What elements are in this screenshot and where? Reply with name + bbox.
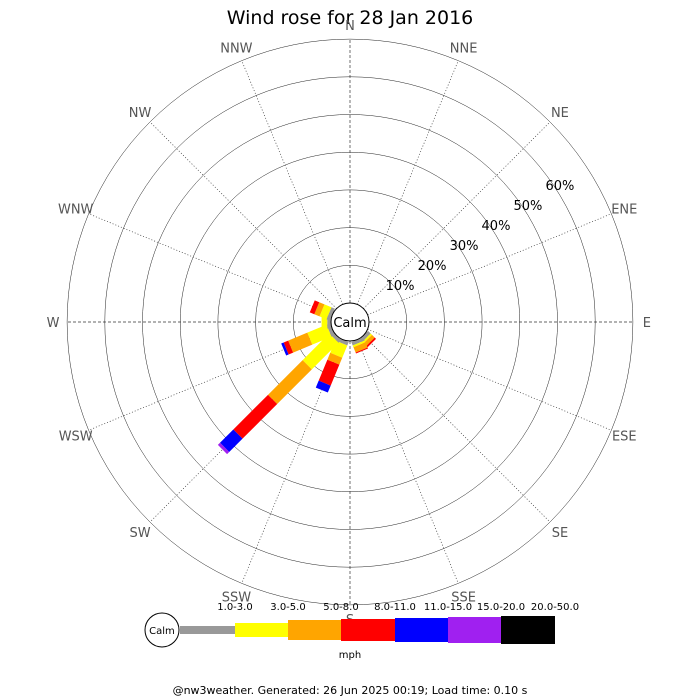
spoke-sw bbox=[149, 335, 337, 523]
legend-calm-label: Calm bbox=[149, 626, 175, 637]
legend-calm-circle bbox=[144, 612, 180, 648]
direction-label-wnw: WNW bbox=[58, 202, 94, 217]
radial-tick-30: 30% bbox=[450, 239, 479, 254]
spoke-wsw bbox=[88, 328, 333, 431]
chart-title: Wind rose for 28 Jan 2016 bbox=[227, 7, 474, 29]
grid-ring bbox=[66, 38, 634, 606]
bar-segment-sw-3-0-5-0 bbox=[302, 333, 339, 370]
spoke-sse bbox=[356, 339, 459, 584]
bar-segment-sse-5-0-8-0 bbox=[353, 342, 368, 353]
radial-tick-50: 50% bbox=[514, 199, 543, 214]
grid-ring bbox=[217, 189, 483, 455]
legend-label-8-0-11-0: 8.0-11.0 bbox=[374, 602, 416, 613]
spoke-wnw bbox=[88, 213, 333, 316]
spoke-ene bbox=[367, 213, 612, 316]
legend-label-11-0-15-0: 11.0-15.0 bbox=[424, 602, 472, 613]
legend-swatch-8-0-11-0 bbox=[341, 619, 395, 641]
legend-label-15-0-20-0: 15.0-20.0 bbox=[477, 602, 525, 613]
polar-grid: NNNENEENEEESESESSESSSWSWWSWWWNWNWNNW bbox=[47, 19, 651, 628]
bar-segment-wsw-11-0-15-0 bbox=[281, 342, 289, 356]
direction-label-wsw: WSW bbox=[59, 430, 93, 445]
bar-segment-wsw-3-0-5-0 bbox=[307, 324, 332, 345]
legend-label-1-0-3-0: 1.0-3.0 bbox=[217, 602, 252, 613]
wind-bars bbox=[217, 300, 377, 455]
radial-tick-10: 10% bbox=[386, 279, 415, 294]
bar-segment-ssw-5-0-8-0 bbox=[327, 352, 343, 365]
bar-segment-sse-8-0-11-0 bbox=[355, 347, 369, 354]
legend-swatch-11-0-15-0 bbox=[395, 618, 448, 642]
direction-label-ne: NE bbox=[551, 106, 569, 121]
direction-label-n: N bbox=[345, 19, 355, 34]
spoke-nne bbox=[356, 60, 459, 305]
bar-segment-sw-11-0-15-0 bbox=[220, 429, 243, 452]
direction-label-nw: NW bbox=[129, 106, 152, 121]
direction-label-ssw: SSW bbox=[222, 590, 252, 605]
bar-segment-ssw-11-0-15-0 bbox=[315, 380, 331, 393]
direction-label-nnw: NNW bbox=[220, 42, 252, 57]
direction-label-ene: ENE bbox=[611, 202, 637, 217]
direction-label-w: W bbox=[47, 316, 60, 331]
direction-label-se: SE bbox=[552, 526, 568, 541]
legend-swatch-1-0-3-0 bbox=[180, 626, 235, 634]
bar-segment-wnw-3-0-5-0 bbox=[319, 304, 332, 320]
radial-tick-40: 40% bbox=[482, 219, 511, 234]
calm-center: Calm bbox=[330, 302, 370, 342]
spoke-ese bbox=[367, 328, 612, 431]
bar-segment-wnw-8-0-11-0 bbox=[309, 300, 320, 315]
spoke-ssw bbox=[241, 339, 344, 584]
bar-segment-wnw-1-0-3-0 bbox=[326, 307, 335, 321]
bar-segment-wsw-5-0-8-0 bbox=[288, 332, 313, 353]
radial-tick-20: 20% bbox=[418, 259, 447, 274]
direction-label-e: E bbox=[643, 316, 651, 331]
legend-swatch-15-0-20-0 bbox=[448, 617, 501, 643]
bar-segment-sw-8-0-11-0 bbox=[233, 394, 278, 439]
grid-ring bbox=[142, 114, 558, 530]
bar-segment-sse-1-0-3-0 bbox=[351, 337, 365, 346]
direction-label-ese: ESE bbox=[612, 430, 637, 445]
bar-segment-ssw-8-0-11-0 bbox=[318, 359, 340, 386]
bar-segment-wsw-8-0-11-0 bbox=[283, 340, 294, 355]
calm-label: Calm bbox=[333, 316, 366, 331]
bar-segment-se-8-0-11-0 bbox=[365, 337, 377, 349]
bar-segment-sse-3-0-5-0 bbox=[352, 340, 366, 348]
direction-label-sse: SSE bbox=[451, 590, 476, 605]
direction-label-nne: NNE bbox=[450, 42, 478, 57]
spoke-nnw bbox=[241, 60, 344, 305]
legend-swatch-5-0-8-0 bbox=[288, 620, 341, 640]
legend-label-3-0-5-0: 3.0-5.0 bbox=[270, 602, 305, 613]
bar-segment-sw-5-0-8-0 bbox=[267, 360, 312, 405]
legend-units-label: mph bbox=[339, 650, 361, 661]
direction-label-sw: SW bbox=[130, 526, 151, 541]
legend-swatch-3-0-5-0 bbox=[235, 623, 288, 637]
spoke-nw bbox=[149, 121, 337, 309]
bar-segment-sw-15-0-20-0 bbox=[217, 442, 230, 455]
legend-swatch-20-0-50-0 bbox=[501, 616, 555, 644]
radial-tick-labels: 10%20%30%40%50%60% bbox=[386, 179, 575, 294]
calm-circle bbox=[330, 302, 370, 342]
spoke-ne bbox=[363, 121, 551, 309]
legend-label-5-0-8-0: 5.0-8.0 bbox=[323, 602, 358, 613]
footer-text: @nw3weather. Generated: 26 Jun 2025 00:1… bbox=[173, 684, 528, 697]
legend-label-20-0-50-0: 20.0-50.0 bbox=[531, 602, 579, 613]
radial-tick-60: 60% bbox=[545, 179, 574, 194]
bar-segment-wnw-5-0-8-0 bbox=[314, 302, 325, 317]
legend: Calm 1.0-3.0 3.0-5.0 5.0-8.0 8.0-11.0 11.0-15… bbox=[144, 602, 579, 661]
spoke-se bbox=[363, 335, 551, 523]
